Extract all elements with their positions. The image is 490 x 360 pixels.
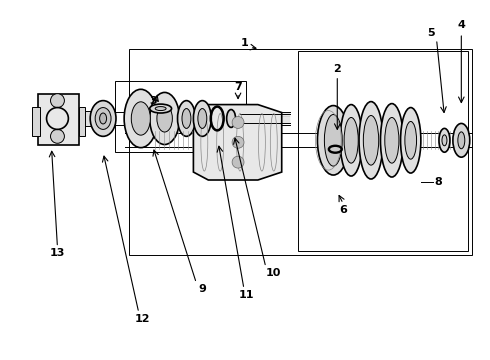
Polygon shape: [194, 105, 282, 180]
Ellipse shape: [442, 135, 447, 146]
Text: 13: 13: [50, 248, 65, 258]
Circle shape: [232, 156, 244, 168]
Bar: [32, 107, 40, 136]
Ellipse shape: [439, 129, 450, 152]
Ellipse shape: [150, 93, 179, 144]
Ellipse shape: [385, 117, 399, 163]
Text: 6: 6: [339, 205, 347, 215]
Text: 3: 3: [149, 96, 156, 105]
Ellipse shape: [150, 104, 172, 113]
Ellipse shape: [318, 105, 349, 175]
Ellipse shape: [95, 108, 111, 129]
Circle shape: [50, 94, 64, 108]
Text: 10: 10: [266, 268, 281, 278]
Text: 11: 11: [238, 290, 254, 300]
Ellipse shape: [131, 102, 150, 135]
Ellipse shape: [340, 105, 362, 176]
Ellipse shape: [227, 109, 236, 127]
Bar: [38, 94, 79, 145]
Text: 9: 9: [198, 284, 206, 294]
Ellipse shape: [194, 100, 211, 136]
Text: 12: 12: [135, 314, 150, 324]
Ellipse shape: [405, 121, 416, 159]
Ellipse shape: [177, 100, 196, 136]
Ellipse shape: [324, 114, 342, 166]
Bar: [79, 111, 97, 126]
Text: 8: 8: [435, 177, 442, 187]
Text: 4: 4: [457, 20, 465, 30]
Circle shape: [232, 117, 244, 129]
Ellipse shape: [400, 108, 421, 173]
Ellipse shape: [155, 107, 166, 111]
Text: 2: 2: [333, 64, 341, 74]
Ellipse shape: [380, 104, 403, 177]
Ellipse shape: [359, 102, 383, 179]
Ellipse shape: [182, 109, 191, 129]
Ellipse shape: [124, 89, 157, 148]
Text: 1: 1: [241, 38, 249, 48]
Ellipse shape: [458, 132, 465, 149]
Ellipse shape: [363, 116, 379, 165]
Ellipse shape: [90, 100, 116, 136]
Ellipse shape: [198, 109, 207, 129]
Circle shape: [232, 136, 244, 148]
Text: 5: 5: [427, 28, 434, 38]
Bar: [79, 107, 85, 136]
Ellipse shape: [453, 123, 470, 157]
Text: 7: 7: [234, 82, 242, 92]
Ellipse shape: [344, 117, 358, 163]
Circle shape: [50, 129, 64, 143]
Ellipse shape: [157, 105, 172, 132]
Ellipse shape: [99, 113, 107, 124]
